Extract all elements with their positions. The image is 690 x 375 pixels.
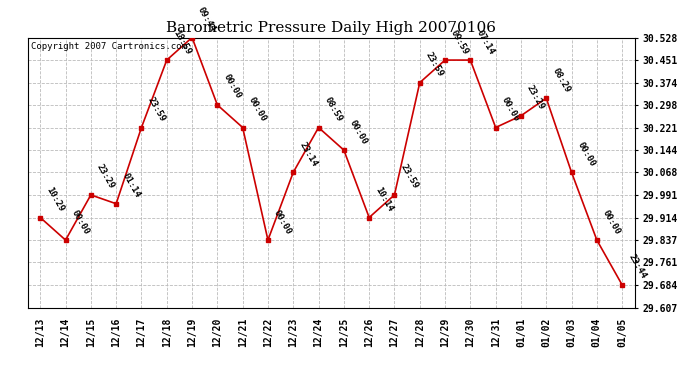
Text: 00:00: 00:00 <box>272 208 293 236</box>
Text: 23:59: 23:59 <box>424 51 445 78</box>
Text: 00:00: 00:00 <box>601 208 622 236</box>
Text: 23:14: 23:14 <box>297 140 319 168</box>
Text: 23:59: 23:59 <box>399 163 420 191</box>
Text: 00:00: 00:00 <box>348 118 369 146</box>
Text: 18:59: 18:59 <box>171 28 192 56</box>
Text: 23:29: 23:29 <box>95 163 116 191</box>
Text: 08:59: 08:59 <box>323 96 344 123</box>
Text: 23:29: 23:29 <box>525 84 546 112</box>
Text: 09:44: 09:44 <box>196 6 217 33</box>
Text: 10:29: 10:29 <box>44 186 66 213</box>
Text: 07:14: 07:14 <box>475 28 495 56</box>
Text: 00:00: 00:00 <box>575 140 597 168</box>
Text: 23:44: 23:44 <box>627 253 647 281</box>
Text: Copyright 2007 Cartronics.com: Copyright 2007 Cartronics.com <box>30 42 186 51</box>
Title: Barometric Pressure Daily High 20070106: Barometric Pressure Daily High 20070106 <box>166 21 496 35</box>
Text: 00:00: 00:00 <box>247 96 268 123</box>
Text: 00:00: 00:00 <box>70 208 91 236</box>
Text: 09:59: 09:59 <box>449 28 471 56</box>
Text: 08:29: 08:29 <box>551 66 571 94</box>
Text: 00:00: 00:00 <box>221 73 243 101</box>
Text: 23:59: 23:59 <box>146 96 167 123</box>
Text: 10:14: 10:14 <box>373 186 395 213</box>
Text: 01:14: 01:14 <box>120 172 141 200</box>
Text: 00:00: 00:00 <box>500 96 521 123</box>
